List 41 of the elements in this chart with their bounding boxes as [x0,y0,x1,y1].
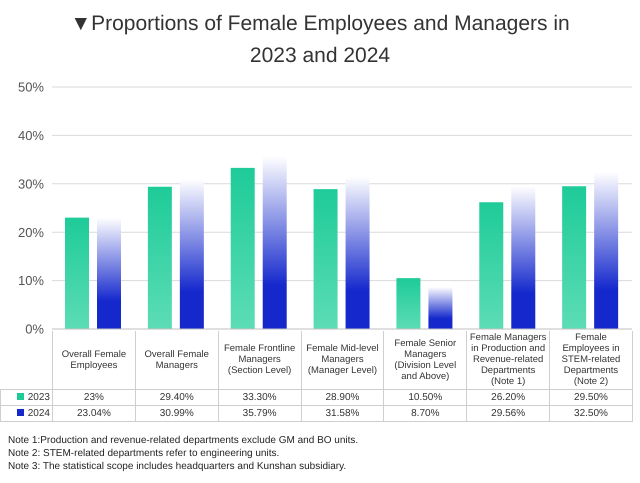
bar [230,168,255,329]
chart-title: ▼Proportions of Female Employees and Managers in 2023 and 2024 [69,11,571,69]
x-tick-label: Female Senior Managers (Division Level and Above) [384,331,467,389]
text: Note 1:Production and revenue-related departments exclude GM and BO units. [8,434,358,447]
data-label: 8.70% [384,405,467,421]
x-tick-label: Female Mid-level Managers (Manager Level) [301,331,384,389]
data-label: 33.30% [218,389,302,405]
data-label: 23% [52,389,136,405]
x-tick-label: Female Frontline Managers (Section Level) [218,331,302,389]
bar [479,202,504,329]
bar [562,186,586,329]
y-tick-label: 10% [18,273,44,288]
y-tick-label: 50% [18,80,44,95]
x-tick-label: Female Managers in Production and Revenue-related Departments (Note 1) [466,331,550,389]
y-tick-label: 0% [25,322,44,337]
bar [65,218,89,329]
x-tick-label: Overall Female Managers [135,331,218,389]
bar [314,189,338,329]
data-label: 26.20% [466,389,550,405]
y-tick-label: 20% [18,224,44,240]
legend-label: 2024 [0,405,52,421]
data-label: 10.50% [384,389,467,405]
y-tick-label: 30% [18,176,44,192]
data-label: 29.40% [135,389,218,405]
data-label: 35.79% [218,405,302,421]
y-tick-label: 40% [18,128,44,144]
data-label: 29.56% [466,405,550,421]
data-label: 30.99% [135,405,218,421]
text: Note 3: The statistical scope includes headquarters and Kunshan subsidiary. [8,460,348,473]
data-label: 23.04% [52,405,136,421]
bar [148,186,172,329]
data-label: 31.58% [301,405,384,421]
legend-label: 2023 [0,389,52,405]
text: Note 2: STEM-related departments refer to engineering units. [8,447,280,460]
data-label: 32.50% [550,405,632,421]
x-tick-label: Female Employees in STEM-related Departments (Note 2) [550,331,632,389]
x-tick-label: Overall Female Employees [52,331,136,389]
data-label: 29.50% [550,389,632,405]
bar [396,278,420,329]
bar [428,286,452,329]
data-label: 28.90% [301,389,384,405]
